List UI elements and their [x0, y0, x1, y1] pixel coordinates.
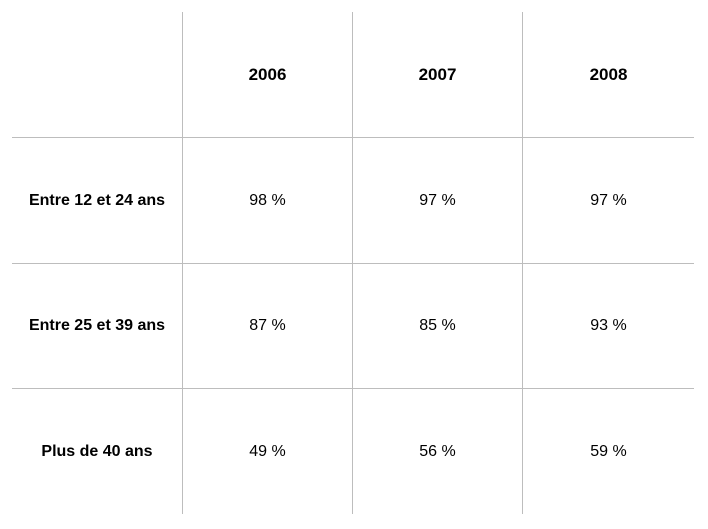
column-header-2006: 2006 — [183, 12, 353, 138]
table-cell: 97 % — [523, 138, 694, 264]
table-cell: 93 % — [523, 264, 694, 389]
column-header-2007: 2007 — [353, 12, 523, 138]
row-header: Plus de 40 ans — [12, 389, 183, 514]
table-cell: 98 % — [183, 138, 353, 264]
header-corner-cell — [12, 12, 183, 138]
row-header: Entre 25 et 39 ans — [12, 264, 183, 389]
table-cell: 59 % — [590, 442, 627, 460]
row-header: Entre 12 et 24 ans — [12, 138, 183, 264]
table-cell: 56 % — [353, 389, 523, 514]
table-cell: 85 % — [353, 264, 523, 389]
table-cell: 87 % — [183, 264, 353, 389]
column-header-2008: 2008 — [523, 12, 694, 138]
table-cell: 97 % — [353, 138, 523, 264]
table-cell: 49 % — [183, 389, 353, 514]
data-table: 2006 2007 2008 Entre 12 et 24 ans 98 % 9… — [12, 12, 694, 514]
